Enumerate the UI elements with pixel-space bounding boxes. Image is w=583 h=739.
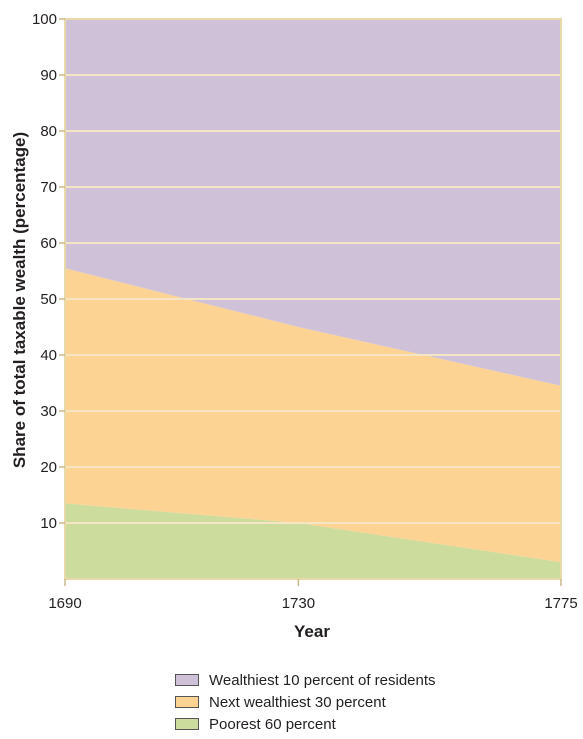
legend-label: Wealthiest 10 percent of residents xyxy=(209,671,436,689)
x-tick-labels: 1690 1730 1775 xyxy=(48,579,578,612)
y-tick-label: 40 xyxy=(40,347,57,364)
legend-swatch-poorest-60 xyxy=(175,718,199,730)
area-series-2 xyxy=(65,19,561,386)
x-tick-label: 1730 xyxy=(282,595,315,612)
legend-item-poorest-60: Poorest 60 percent xyxy=(175,713,436,735)
legend: Wealthiest 10 percent of residents Next … xyxy=(175,669,436,735)
x-tick-label: 1775 xyxy=(544,595,577,612)
legend-item-wealthiest-10: Wealthiest 10 percent of residents xyxy=(175,669,436,691)
y-tick-label: 70 xyxy=(40,179,57,196)
legend-label: Poorest 60 percent xyxy=(209,715,336,733)
legend-label: Next wealthiest 30 percent xyxy=(209,693,386,711)
y-tick-label: 90 xyxy=(40,67,57,84)
legend-swatch-next-30 xyxy=(175,696,199,708)
y-axis-title: Share of total taxable wealth (percentag… xyxy=(10,132,29,468)
gridlines xyxy=(65,74,561,524)
y-tick-label: 60 xyxy=(40,235,57,252)
y-tick-label: 100 xyxy=(32,11,57,28)
y-tick-label: 20 xyxy=(40,459,57,476)
y-tick-label: 10 xyxy=(40,515,57,532)
y-tick-label: 80 xyxy=(40,123,57,140)
y-tick-labels: 10 20 30 40 50 60 70 80 90 100 xyxy=(32,11,65,532)
x-axis-title: Year xyxy=(294,622,330,641)
area-series-1 xyxy=(65,268,561,563)
area-layers xyxy=(65,19,561,579)
y-tick-label: 50 xyxy=(40,291,57,308)
y-tick-label: 30 xyxy=(40,403,57,420)
legend-swatch-wealthiest-10 xyxy=(175,674,199,686)
legend-item-next-30: Next wealthiest 30 percent xyxy=(175,691,436,713)
x-tick-label: 1690 xyxy=(48,595,81,612)
